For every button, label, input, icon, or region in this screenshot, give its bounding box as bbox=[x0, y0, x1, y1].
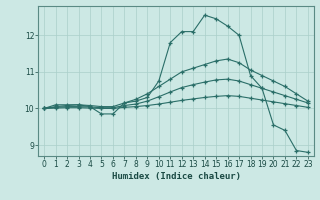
X-axis label: Humidex (Indice chaleur): Humidex (Indice chaleur) bbox=[111, 172, 241, 181]
